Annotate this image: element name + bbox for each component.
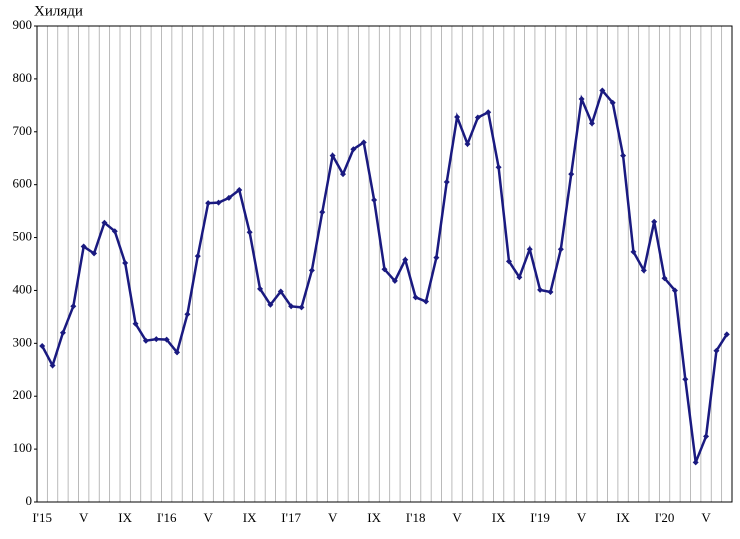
- y-tick-label: 600: [13, 176, 33, 191]
- data-point: [588, 120, 595, 127]
- x-tick-label: V: [328, 510, 338, 525]
- data-point: [277, 288, 284, 295]
- y-tick-label: 100: [13, 440, 33, 455]
- data-point: [340, 171, 347, 178]
- y-axis-title: Хиляди: [34, 3, 83, 19]
- data-point: [661, 275, 668, 282]
- data-point: [485, 109, 492, 116]
- data-point: [236, 186, 243, 193]
- data-point: [640, 267, 647, 274]
- data-point: [703, 433, 710, 440]
- data-point: [360, 139, 367, 146]
- x-tick-label: I'18: [406, 510, 426, 525]
- data-point: [184, 311, 191, 318]
- data-point: [723, 331, 730, 338]
- x-tick-label: IX: [118, 510, 132, 525]
- data-point: [205, 200, 212, 207]
- data-point: [142, 337, 149, 344]
- y-tick-label: 900: [13, 17, 33, 32]
- x-tick-label: V: [701, 510, 711, 525]
- y-tick-label: 400: [13, 281, 33, 296]
- data-point: [557, 246, 564, 253]
- data-point: [101, 219, 108, 226]
- data-point: [474, 114, 481, 121]
- data-point: [505, 258, 512, 265]
- data-point: [464, 140, 471, 147]
- data-point: [298, 304, 305, 311]
- x-tick-label: I'19: [530, 510, 550, 525]
- data-point: [215, 199, 222, 206]
- y-tick-label: 200: [13, 387, 33, 402]
- data-point: [174, 349, 181, 356]
- x-tick-label: I'20: [655, 510, 675, 525]
- y-tick-label: 0: [26, 493, 33, 508]
- data-point: [443, 179, 450, 186]
- data-point: [433, 254, 440, 261]
- data-point: [267, 301, 274, 308]
- plot-frame: [36, 25, 733, 503]
- data-point: [153, 336, 160, 343]
- x-tick-label: IX: [616, 510, 630, 525]
- data-point: [319, 209, 326, 216]
- data-point: [454, 113, 461, 120]
- data-point: [111, 228, 118, 235]
- x-tick-label: V: [203, 510, 213, 525]
- data-point: [194, 253, 201, 260]
- data-point: [422, 298, 429, 305]
- y-tick-label: 800: [13, 70, 33, 85]
- data-point: [599, 87, 606, 94]
- x-tick-label: I'17: [281, 510, 301, 525]
- data-point: [257, 285, 264, 292]
- data-point: [132, 320, 139, 327]
- data-point: [671, 287, 678, 294]
- data-point: [329, 152, 336, 159]
- data-point: [630, 248, 637, 255]
- x-tick-label: IX: [243, 510, 257, 525]
- data-point: [91, 250, 98, 257]
- y-tick-label: 700: [13, 123, 33, 138]
- data-point: [526, 246, 533, 253]
- y-tick-label: 500: [13, 229, 33, 244]
- data-line: [41, 87, 728, 463]
- data-point: [713, 347, 720, 354]
- data-point: [547, 289, 554, 296]
- x-tick-label: V: [79, 510, 89, 525]
- data-point: [381, 266, 388, 273]
- data-point: [568, 171, 575, 178]
- data-point: [391, 277, 398, 284]
- data-point: [620, 152, 627, 159]
- data-point: [59, 329, 66, 336]
- data-point: [516, 274, 523, 281]
- data-point: [371, 197, 378, 204]
- data-point: [80, 243, 87, 250]
- x-tick-label: IX: [492, 510, 506, 525]
- x-tick-label: IX: [367, 510, 381, 525]
- data-point: [609, 99, 616, 106]
- y-tick-label: 300: [13, 334, 33, 349]
- data-point: [495, 164, 502, 171]
- x-tick-label: I'15: [32, 510, 52, 525]
- data-point: [537, 286, 544, 293]
- data-point: [578, 95, 585, 102]
- data-point: [122, 259, 129, 266]
- data-point: [350, 146, 357, 153]
- data-point: [70, 303, 77, 310]
- data-point: [308, 267, 315, 274]
- data-point: [49, 362, 56, 369]
- data-point: [651, 218, 658, 225]
- x-tick-label: V: [452, 510, 462, 525]
- data-point: [39, 342, 46, 349]
- data-point: [402, 256, 409, 263]
- data-point: [225, 194, 232, 201]
- data-point: [163, 336, 170, 343]
- data-point: [288, 303, 295, 310]
- data-point: [682, 376, 689, 383]
- data-point: [692, 459, 699, 466]
- data-point: [412, 294, 419, 301]
- x-tick-label: V: [577, 510, 587, 525]
- data-point: [246, 229, 253, 236]
- x-tick-label: I'16: [157, 510, 177, 525]
